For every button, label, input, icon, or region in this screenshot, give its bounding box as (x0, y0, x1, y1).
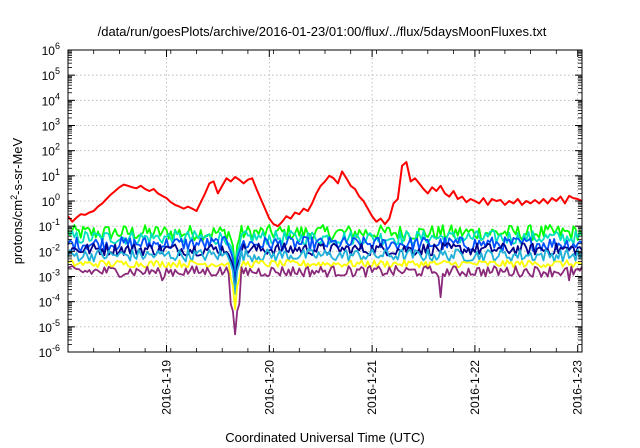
y-axis-label: protons/cm2-s-sr-MeV (9, 137, 25, 264)
y-label-rest: -s-sr-MeV (10, 137, 25, 194)
y-tick-exponent: -5 (52, 318, 60, 328)
y-tick-base: 10 (39, 271, 53, 285)
y-tick-base: 10 (39, 220, 53, 234)
y-label-sup: 2 (9, 195, 19, 200)
y-tick-exponent: -1 (52, 217, 60, 227)
y-tick-base: 10 (42, 195, 56, 209)
y-tick-base: 10 (42, 145, 56, 159)
y-tick-exponent: 2 (55, 142, 60, 152)
x-tick-label: 2016-1-19 (160, 360, 174, 415)
y-tick-label: 10-2 (39, 242, 60, 259)
grid-lines (68, 50, 582, 352)
y-tick-label: 10-5 (39, 318, 60, 335)
y-tick-base: 10 (39, 321, 53, 335)
y-tick-base: 10 (42, 170, 56, 184)
y-tick-base: 10 (42, 94, 56, 108)
x-tick-label: 2016-1-20 (262, 360, 276, 415)
y-tick-base: 10 (42, 120, 56, 134)
y-tick-base: 10 (39, 346, 53, 360)
y-tick-label: 104 (42, 91, 60, 108)
y-label-main: protons/cm (10, 200, 25, 264)
axis-ticks: 10-610-510-410-310-210-11001011021031041… (39, 41, 585, 415)
series-line (67, 235, 583, 283)
y-tick-label: 106 (42, 41, 60, 58)
y-tick-base: 10 (39, 245, 53, 259)
y-tick-exponent: 5 (55, 66, 60, 76)
y-tick-label: 10-6 (39, 343, 60, 360)
y-tick-label: 105 (42, 66, 60, 83)
series-line (67, 248, 583, 295)
y-tick-exponent: -3 (52, 268, 60, 278)
y-tick-base: 10 (42, 69, 56, 83)
x-tick-label: 2016-1-23 (571, 360, 585, 415)
series-line (67, 224, 583, 270)
y-tick-label: 103 (42, 117, 60, 134)
x-axis-label: Coordinated Universal Time (UTC) (225, 430, 424, 445)
y-tick-base: 10 (39, 296, 53, 310)
y-tick-exponent: 1 (55, 167, 60, 177)
y-tick-label: 10-4 (39, 293, 60, 310)
y-tick-label: 10-3 (39, 268, 60, 285)
x-tick-label: 2016-1-22 (468, 360, 482, 415)
y-tick-exponent: 3 (55, 117, 60, 127)
series-line (67, 259, 583, 311)
y-tick-label: 100 (42, 192, 60, 209)
series-lines (67, 161, 583, 336)
series-line (67, 265, 583, 336)
y-tick-exponent: 4 (55, 91, 60, 101)
y-tick-exponent: 0 (55, 192, 60, 202)
y-tick-label: 102 (42, 142, 60, 159)
y-tick-label: 10-1 (39, 217, 60, 234)
y-tick-base: 10 (42, 44, 56, 58)
y-tick-exponent: -4 (52, 293, 60, 303)
series-line (67, 161, 583, 228)
y-tick-label: 101 (42, 167, 60, 184)
y-tick-exponent: -6 (52, 343, 60, 353)
y-tick-exponent: -2 (52, 242, 60, 252)
x-tick-label: 2016-1-21 (365, 360, 379, 415)
chart-title: /data/run/goesPlots/archive/2016-01-23/0… (98, 24, 547, 39)
y-tick-exponent: 6 (55, 41, 60, 51)
